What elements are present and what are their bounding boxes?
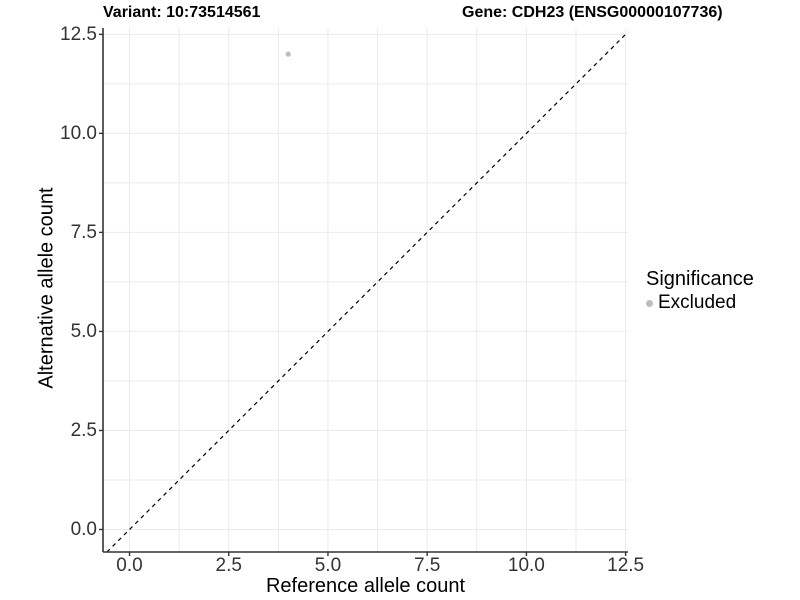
y-tick-label: 0.0 <box>71 519 97 540</box>
y-tick-label: 10.0 <box>60 123 97 144</box>
data-point <box>285 51 291 57</box>
y-tick-label: 5.0 <box>71 321 97 342</box>
y-axis-title: Alternative allele count <box>35 187 58 389</box>
x-tick-label: 10.0 <box>508 555 545 576</box>
x-axis-title: Reference allele count <box>265 575 465 597</box>
x-tick-label: 5.0 <box>315 555 341 576</box>
y-tick-label: 12.5 <box>60 24 97 45</box>
legend-item-label: Excluded <box>658 292 737 313</box>
legend-title: Significance <box>646 268 754 290</box>
legend: Significance Excluded <box>646 268 754 314</box>
identity-reference-line <box>106 31 629 553</box>
plot-title-gene: Gene: CDH23 (ENSG00000107736) <box>462 4 723 21</box>
y-tick-label: 2.5 <box>71 420 97 441</box>
x-tick-label: 0.0 <box>116 555 142 576</box>
y-tick-label: 7.5 <box>71 222 97 243</box>
legend-item-excluded: Excluded <box>646 292 754 314</box>
x-tick-label: 12.5 <box>607 555 644 576</box>
excluded-point-icon <box>646 299 653 307</box>
plot-title-variant: Variant: 10:73514561 <box>103 4 261 21</box>
x-tick-label: 7.5 <box>414 555 440 576</box>
x-tick-label: 2.5 <box>216 555 242 576</box>
